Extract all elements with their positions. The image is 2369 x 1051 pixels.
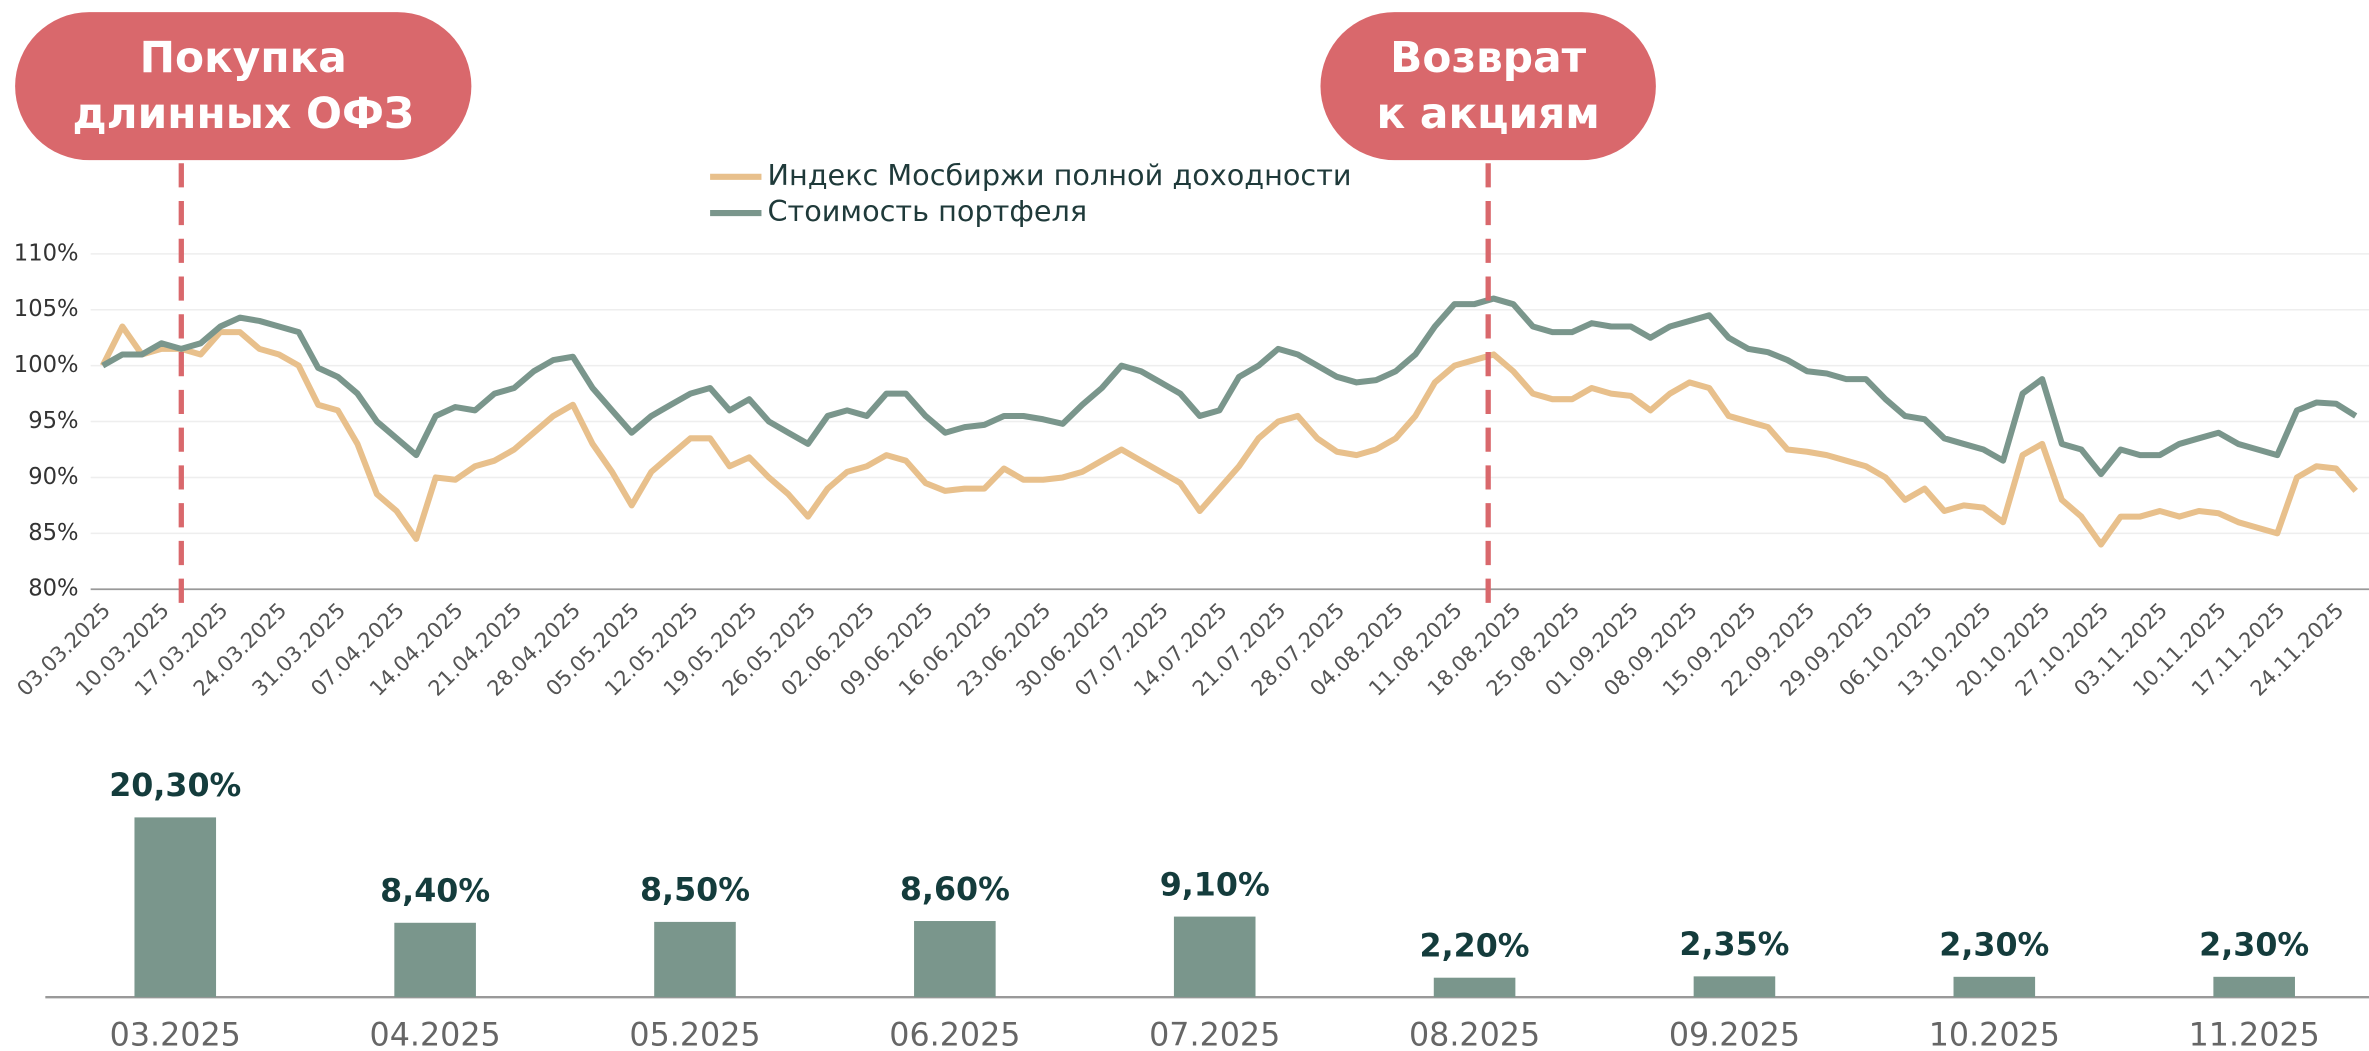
- value-label: 9,10%: [1160, 867, 1270, 903]
- legend-label: Стоимость портфеля: [768, 194, 1088, 228]
- x-tick-label: 05.2025: [629, 1017, 760, 1051]
- y-tick-label: 100%: [14, 352, 79, 378]
- bar: [1433, 977, 1516, 998]
- value-label: 20,30%: [109, 768, 241, 804]
- bar: [654, 921, 736, 998]
- annotation-text: к акциям: [1376, 89, 1599, 138]
- bar: [134, 817, 217, 998]
- x-tick-label: 04.2025: [370, 1017, 501, 1051]
- y-tick-label: 105%: [14, 296, 79, 322]
- x-tick-label: 09.2025: [1669, 1017, 1800, 1051]
- x-tick-label: 03.2025: [110, 1017, 241, 1051]
- annotation-text: Возврат: [1390, 33, 1586, 82]
- annotation-pill: [15, 12, 472, 161]
- series-line: [100, 323, 2358, 548]
- series-line: [101, 295, 2358, 478]
- y-tick-label: 95%: [28, 408, 78, 434]
- legend-label: Индекс Мосбиржи полной доходности: [768, 158, 1352, 192]
- y-tick-label: 110%: [14, 240, 79, 266]
- x-tick-label: 07.2025: [1149, 1017, 1280, 1051]
- bar: [394, 922, 476, 998]
- value-label: 8,40%: [380, 874, 490, 910]
- annotation-text: Покупка: [140, 33, 347, 82]
- annotation-text: длинных ОФЗ: [73, 89, 414, 138]
- bar: [2213, 976, 2295, 998]
- x-tick-label: 11.2025: [2189, 1017, 2320, 1051]
- value-label: 2,30%: [2199, 928, 2309, 964]
- x-tick-label: 10.2025: [1929, 1017, 2060, 1051]
- y-tick-label: 80%: [28, 576, 78, 602]
- x-tick-label: 08.2025: [1409, 1017, 1540, 1051]
- value-label: 2,30%: [1939, 928, 2049, 964]
- bar: [1693, 976, 1776, 998]
- bar: [1953, 976, 2036, 998]
- y-tick-label: 85%: [28, 520, 78, 546]
- value-label: 2,20%: [1420, 928, 1530, 964]
- value-label: 8,50%: [640, 873, 750, 909]
- y-tick-label: 90%: [28, 464, 78, 490]
- bar: [914, 921, 996, 998]
- bar: [1173, 916, 1256, 998]
- annotation-pill: [1320, 12, 1656, 161]
- x-tick-label: 06.2025: [889, 1017, 1020, 1051]
- value-label: 8,60%: [900, 872, 1010, 908]
- value-label: 2,35%: [1679, 927, 1789, 963]
